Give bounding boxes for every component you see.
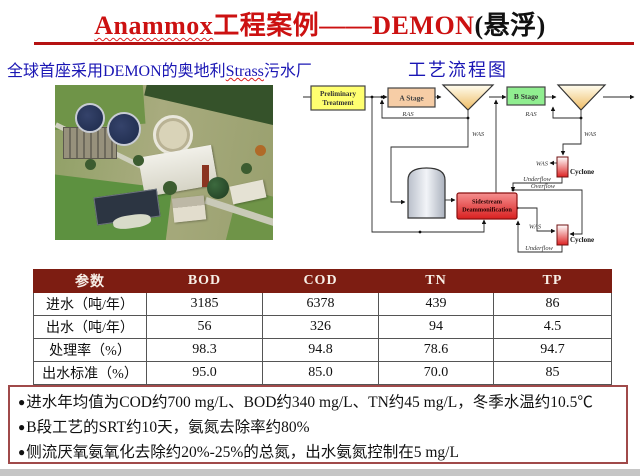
cell: 98.3 (146, 338, 263, 362)
title-suffix: (悬浮) (474, 11, 546, 40)
cyclone-1-label: Cyclone (570, 168, 594, 176)
underflow-label-1: Underflow (523, 176, 551, 183)
was-label-1: WAS (472, 131, 485, 138)
title-anammox: Anammox (94, 11, 214, 40)
clarifier-a-triangle (441, 84, 495, 111)
photo-tree (133, 155, 144, 166)
subtitle-flowchart: 工艺流程图 (408, 60, 508, 80)
cell: 95.0 (146, 361, 263, 385)
sidestream-label2: Deammonification (462, 207, 512, 214)
was-label-2: WAS (584, 131, 597, 138)
cyclone-2 (556, 224, 569, 246)
header-parameter: 参数 (33, 269, 147, 293)
stream-labels: RAS RAS WAS WAS WAS WAS Underflow Underf… (401, 111, 597, 252)
bottom-edge-strip (0, 469, 640, 476)
photo-tree (255, 145, 266, 156)
preliminary-treatment-box (310, 85, 366, 111)
table-row: 进水（吨/年） 3185 6378 439 86 (33, 292, 612, 316)
header-tp: TP (493, 269, 612, 293)
photo-tree (241, 163, 252, 174)
cyclone-1 (556, 156, 569, 178)
header-tn: TN (378, 269, 494, 293)
note-text: B段工艺的SRT约10天，氨氮去除率约80% (26, 419, 310, 436)
plant-aerial-photo (55, 85, 273, 240)
cell: 3185 (146, 292, 263, 316)
row-label: 处理率（%） (33, 338, 147, 362)
cell: 94 (378, 315, 494, 339)
title-mid: 工程案例——DEMON (213, 11, 475, 40)
preliminary-treatment-label2: Treatment (322, 99, 354, 107)
cell: 85.0 (262, 361, 379, 385)
a-stage-box (387, 87, 436, 108)
ras-label-1: RAS (401, 111, 414, 118)
ras-label-2: RAS (524, 111, 537, 118)
photo-clarifier-tank (75, 103, 105, 133)
header-bod: BOD (146, 269, 263, 293)
cell: 6378 (262, 292, 379, 316)
subtitle-strass: Strass (225, 63, 264, 80)
page-title: Anammox工程案例——DEMON(悬浮) (0, 5, 640, 42)
b-stage-box (506, 86, 546, 106)
note-line: ●进水年均值为COD约700 mg/L、BOD约340 mg/L、TN约45 m… (18, 390, 618, 415)
digester-tank (407, 167, 446, 219)
cell: 94.7 (493, 338, 612, 362)
process-flow-diagram: Preliminary Treatment A Stage B Stage Si… (303, 84, 640, 260)
bullet-icon: ● (18, 445, 26, 459)
preliminary-treatment-label: Preliminary (320, 90, 357, 98)
cell: 56 (146, 315, 263, 339)
clarifier-b-triangle (556, 84, 607, 111)
cell: 70.0 (378, 361, 494, 385)
cell: 86 (493, 292, 612, 316)
bullet-icon: ● (18, 395, 26, 409)
cell: 439 (378, 292, 494, 316)
table-row: 出水（吨/年） 56 326 94 4.5 (33, 315, 612, 339)
cell: 85 (493, 361, 612, 385)
photo-clarifier-tank (153, 115, 193, 155)
note-line: ●侧流厌氧氨氧化去除约20%-25%的总氮，出水氨氮控制在5 mg/L (18, 440, 618, 465)
underflow-label-2: Underflow (525, 245, 553, 252)
b-stage-label: B Stage (514, 92, 539, 101)
header-cod: COD (262, 269, 379, 293)
cell: 4.5 (493, 315, 612, 339)
photo-digester-dome (207, 177, 229, 199)
cell: 78.6 (378, 338, 494, 362)
sidestream-deammonification-box (456, 192, 518, 220)
note-text: 侧流厌氧氨氧化去除约20%-25%的总氮，出水氨氮控制在5 mg/L (26, 444, 459, 461)
sidestream-label: Sidestream (472, 199, 503, 206)
row-label: 进水（吨/年） (33, 292, 147, 316)
subtitle-left-pre: 全球首座采用DEMON的奥地利 (7, 63, 226, 80)
cyclone-2-label: Cyclone (570, 236, 594, 244)
photo-tree (85, 159, 96, 170)
was-label-3: WAS (536, 161, 549, 168)
row-label: 出水（吨/年） (33, 315, 147, 339)
subtitle-left-post: 污水厂 (263, 63, 312, 80)
table-row: 处理率（%） 98.3 94.8 78.6 94.7 (33, 338, 612, 362)
parameters-table: 参数 BOD COD TN TP 进水（吨/年） 3185 6378 439 8… (33, 269, 612, 385)
photo-chimney (202, 165, 209, 187)
subtitle-left: 全球首座采用DEMON的奥地利Strass污水厂 (7, 57, 312, 81)
overflow-label: Overflow (531, 183, 556, 190)
bullet-icon: ● (18, 420, 26, 434)
a-stage-label: A Stage (399, 94, 424, 103)
cell: 326 (262, 315, 379, 339)
cell: 94.8 (262, 338, 379, 362)
was-label-4: WAS (529, 224, 542, 231)
notes-box: ●进水年均值为COD约700 mg/L、BOD约340 mg/L、TN约45 m… (8, 385, 628, 464)
table-header-row: 参数 BOD COD TN TP (33, 269, 612, 293)
table-row: 出水标准（%） 95.0 85.0 70.0 85 (33, 361, 612, 385)
note-line: ●B段工艺的SRT约10天，氨氮去除率约80% (18, 415, 618, 440)
diagram-pipes (303, 94, 635, 253)
photo-tree (163, 181, 177, 195)
photo-building (171, 195, 207, 223)
title-underline (34, 42, 634, 45)
row-label: 出水标准（%） (33, 361, 147, 385)
note-text: 进水年均值为COD约700 mg/L、BOD约340 mg/L、TN约45 mg… (26, 394, 593, 411)
photo-clarifier-tank (107, 112, 141, 146)
